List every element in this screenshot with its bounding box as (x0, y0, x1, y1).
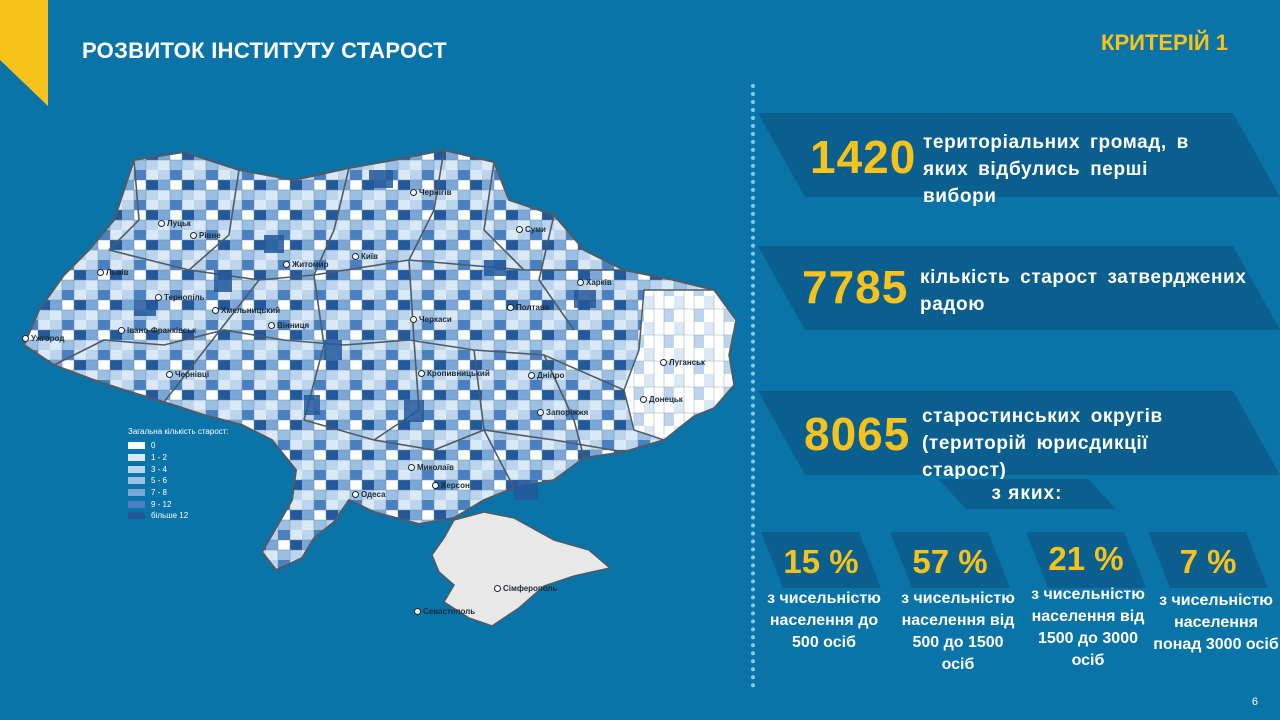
city-label: Сімферополь (494, 584, 557, 593)
legend-item: 0 (128, 440, 229, 452)
map-mainland (22, 148, 738, 572)
city-label: Тернопіль (155, 293, 205, 302)
page-title: РОЗВИТОК ІНСТИТУТУ СТАРОСТ (82, 38, 447, 63)
percent-value: 21 % (1048, 540, 1124, 577)
city-label: Миколаїв (408, 463, 454, 472)
percent-description: з чисельністю населення від 1500 до 3000… (1031, 586, 1145, 669)
percent-value: 57 % (912, 543, 988, 580)
stat-number: 7785 (802, 261, 909, 313)
city-label: Дніпро (528, 371, 564, 380)
percent-tile: 57 % (890, 532, 1010, 588)
city-label: Харків (577, 278, 612, 287)
legend-item: 5 - 6 (128, 475, 229, 487)
of-which-label: з яких: (991, 483, 1063, 504)
percent-value: 15 % (783, 543, 859, 580)
percent-description: з чисельністю населення до 500 осіб (767, 590, 881, 651)
percent-description: з чисельністю населення від 500 до 1500 … (901, 590, 1015, 673)
page-number: 6 (1251, 696, 1258, 708)
city-label: Луцьк (158, 219, 191, 228)
city-label: Луганськ (660, 358, 705, 367)
city-label: Львів (97, 268, 129, 277)
map-crimea (431, 511, 612, 627)
stat-band: 8065 старостинських округів (територій ю… (758, 391, 1280, 481)
stat-band: 7785 кількість старост затверджених радо… (758, 246, 1280, 330)
legend-item: 3 - 4 (128, 463, 229, 475)
stat-description: кількість старост затверджених радою (920, 267, 1247, 315)
city-label: Кропивницький (418, 369, 490, 378)
map-legend: Загальна кількість старост: 0 1 - 2 3 - … (128, 427, 229, 522)
city-label: Житомир (283, 260, 328, 269)
of-which-band: з яких: (938, 479, 1116, 509)
city-label: Полтава (507, 303, 549, 312)
city-label: Суми (516, 225, 546, 234)
city-label: Київ (352, 252, 378, 261)
stat-number: 8065 (804, 408, 911, 460)
stat-description: територіальних громад, в яких відбулись … (923, 132, 1189, 207)
map-east (623, 289, 737, 441)
city-label: Рівне (190, 231, 221, 240)
ukraine-map (22, 148, 738, 627)
stat-description: старостинських округів (територій юрисди… (922, 406, 1163, 481)
legend-item: більше 12 (128, 510, 229, 522)
legend-item: 7 - 8 (128, 487, 229, 499)
stat-band: 1420 територіальних громад, в яких відбу… (758, 113, 1280, 207)
percent-tile: 15 % (761, 532, 881, 588)
city-label: Чернівці (166, 370, 209, 379)
legend-item: 1 - 2 (128, 452, 229, 464)
vertical-divider (751, 84, 755, 688)
city-label: Донецьк (640, 395, 683, 404)
city-label: Ужгород (22, 334, 64, 343)
percent-value: 7 % (1179, 543, 1237, 580)
legend-title: Загальна кількість старост: (128, 427, 229, 436)
city-label: Івано-Франківськ (118, 326, 196, 335)
corner-accent (0, 0, 48, 106)
city-label: Одеса (352, 490, 385, 499)
city-label: Севастополь (414, 607, 475, 616)
city-label: Чернігів (410, 188, 451, 197)
city-label: Черкаси (410, 315, 452, 324)
city-label: Хмельницький (212, 306, 280, 315)
percent-tile: 21 % (1026, 532, 1146, 588)
stat-number: 1420 (810, 131, 917, 183)
city-label: Вінниця (268, 321, 309, 330)
percent-tile: 7 % (1148, 532, 1268, 588)
percent-description: з чисельністю населення понад 3000 осіб (1153, 592, 1279, 653)
criterion-label: КРИТЕРІЙ 1 (1101, 30, 1228, 55)
legend-item: 9 - 12 (128, 498, 229, 510)
city-label: Запоріжжя (537, 408, 588, 417)
city-label: Херсон (432, 481, 470, 490)
